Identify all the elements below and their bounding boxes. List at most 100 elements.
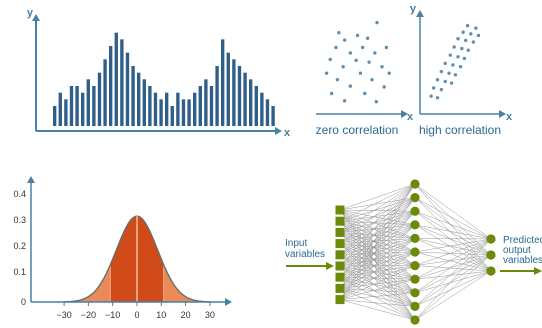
output-variables-label: variables	[503, 255, 542, 266]
edge	[414, 197, 492, 272]
scatter-point	[435, 96, 440, 100]
edge	[339, 197, 416, 255]
edge	[339, 224, 416, 244]
scatter-point	[380, 65, 384, 69]
histogram-bar	[148, 86, 152, 126]
histogram-bar	[109, 46, 113, 126]
histogram-bar	[142, 79, 146, 126]
scatter-point	[439, 69, 444, 74]
scatter-point	[373, 51, 377, 55]
x-tick-label: −30	[56, 310, 71, 320]
y-axis-arrow	[416, 10, 424, 17]
y-tick-label: 0.4	[13, 189, 26, 199]
histogram-bar	[226, 52, 230, 126]
scatter-point	[363, 91, 367, 96]
hidden-neuron	[410, 288, 420, 298]
edge	[414, 224, 492, 240]
edge	[414, 211, 492, 256]
scatter-point	[387, 71, 391, 75]
edge	[414, 238, 492, 293]
edge	[339, 238, 416, 300]
scatter-point	[354, 58, 358, 63]
edge	[414, 238, 492, 321]
scatter-point	[443, 61, 447, 66]
scatter-point	[334, 45, 338, 50]
network-edges	[339, 183, 492, 321]
hidden-neuron	[410, 206, 420, 216]
edge	[414, 270, 492, 280]
edge	[339, 265, 416, 321]
edge	[414, 238, 492, 307]
histogram-bar	[58, 92, 62, 126]
scatter-point	[358, 71, 363, 75]
input-variables-label: variables	[285, 249, 325, 260]
scatter-point	[476, 33, 481, 38]
scatter-point	[469, 32, 473, 36]
scatter-point	[335, 77, 340, 82]
y-axis-arrow	[27, 176, 35, 183]
edge	[339, 299, 416, 307]
histogram-bar	[159, 99, 163, 126]
input-neuron	[335, 261, 345, 271]
edge	[339, 243, 416, 266]
histogram-bar	[209, 86, 214, 126]
input-neuron	[335, 295, 345, 305]
edge	[339, 288, 416, 321]
edge	[339, 197, 416, 244]
x-axis-label: x	[407, 111, 414, 123]
normal-distribution-chart: 0 0.1 0.2 0.3 0.4 −30 −20 −10 0 10 20 30	[13, 176, 232, 320]
scatter-point	[435, 78, 440, 82]
edge	[414, 183, 492, 256]
histogram-bar	[193, 92, 197, 126]
histogram-bar	[81, 92, 85, 126]
scatter-point	[374, 100, 378, 104]
high-correlation-caption: high correlation	[419, 123, 501, 137]
histogram-bar	[53, 106, 57, 126]
scatter-point	[471, 40, 476, 44]
scatter-point	[466, 48, 470, 52]
scatter-point	[456, 37, 460, 41]
edge	[339, 197, 416, 267]
x-tick-label: 0	[134, 310, 139, 320]
edge	[414, 224, 492, 256]
edge	[414, 238, 492, 266]
scatter-point	[463, 38, 468, 43]
scatter-point	[324, 71, 329, 75]
edge	[339, 243, 416, 280]
edge	[339, 243, 416, 307]
output-variables-label: output	[503, 245, 531, 256]
edge	[339, 211, 416, 300]
scatter-point	[370, 77, 374, 82]
y-axis-label: y	[410, 3, 417, 15]
scatter-point	[342, 99, 347, 103]
edge	[339, 288, 416, 307]
edge	[339, 254, 416, 280]
edge	[414, 251, 492, 272]
edge	[339, 254, 416, 294]
edge	[339, 211, 416, 289]
hidden-neuron	[410, 220, 420, 230]
scatter-point	[341, 65, 345, 69]
output-variables-label: Predicted	[503, 235, 542, 246]
edge	[339, 224, 416, 267]
histogram-bar	[153, 92, 158, 126]
x-axis-label: x	[506, 111, 513, 123]
edge	[414, 238, 492, 280]
zero-correlation-chart: x zero correlation	[316, 20, 414, 137]
edge	[339, 224, 416, 278]
edge	[339, 183, 416, 211]
histogram-bar	[215, 66, 219, 126]
scatter-point	[431, 86, 436, 90]
input-neuron	[335, 227, 345, 237]
edge	[414, 254, 492, 321]
hidden-neuron	[410, 301, 420, 311]
y-tick-label: 0.2	[13, 241, 26, 251]
edge	[339, 243, 416, 293]
edge	[339, 197, 416, 300]
edge	[414, 265, 492, 272]
edge	[414, 254, 492, 266]
edge	[339, 254, 416, 307]
edge	[339, 251, 416, 300]
edge	[414, 210, 492, 240]
scatter-point	[461, 30, 465, 34]
